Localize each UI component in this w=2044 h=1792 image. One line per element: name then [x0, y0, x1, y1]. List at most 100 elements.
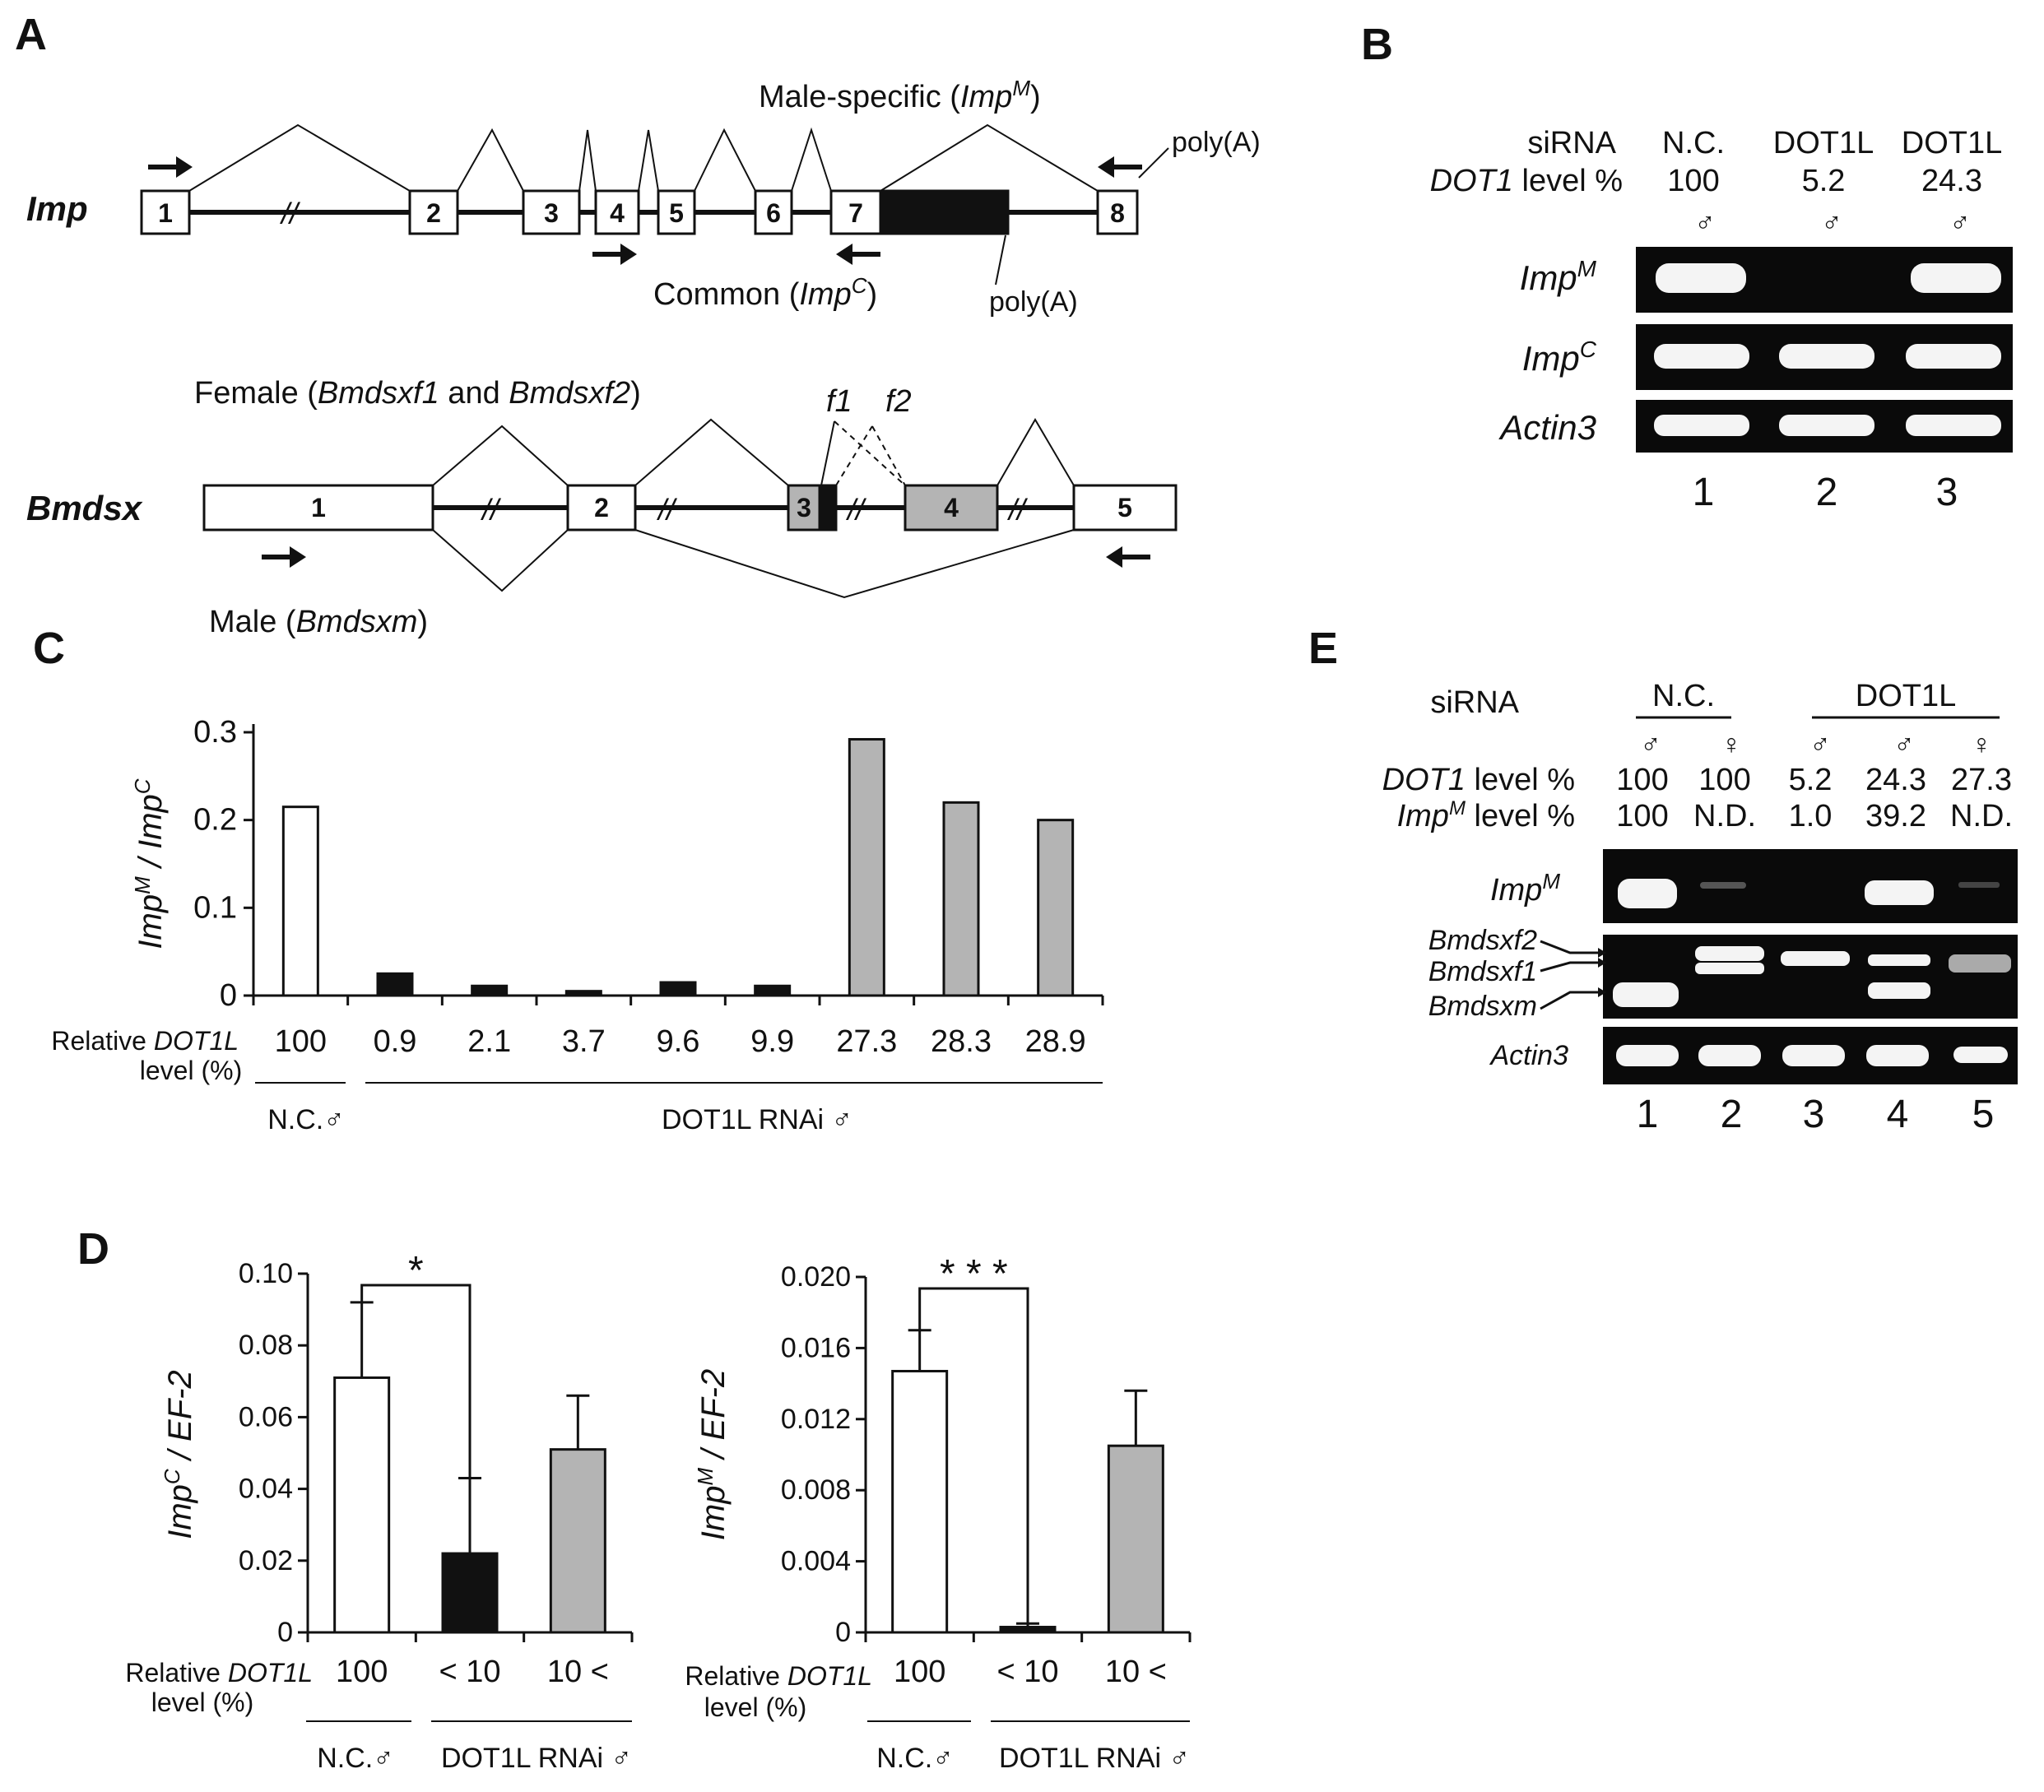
e-band-actin-5: [1953, 1047, 2008, 1063]
bmdsx-exon-5-num: 5: [1117, 493, 1132, 522]
bmdsx-exon-2: [566, 484, 637, 532]
b-band-actin-2: [1779, 415, 1874, 436]
c-x-tick-label: 28.9: [1025, 1024, 1086, 1059]
c-x-tick-label: 3.7: [562, 1024, 606, 1059]
imp-gene-label: Imp: [26, 189, 88, 228]
b-lane-2-sirna: DOT1L: [1773, 126, 1874, 160]
bmdsx-break-4: //: [1006, 493, 1029, 527]
e-band-impm-2: [1700, 882, 1746, 889]
panel-label-a: A: [15, 10, 47, 59]
polyA-bottom-label: poly(A): [989, 286, 1078, 318]
panel-label-c: C: [33, 624, 65, 673]
e-dot1-label: DOT1 level %: [1382, 763, 1575, 797]
dr-group-nc: N.C.♂: [876, 1743, 954, 1774]
f2-label: f2: [885, 384, 912, 419]
bmdsx-exon-4-num: 4: [944, 493, 959, 522]
e-band-f2-2: [1695, 946, 1764, 961]
e-lane-1-num: 1: [1637, 1093, 1659, 1136]
c-xlabel-line1: Relative DOT1L: [51, 1026, 239, 1056]
dl-xlabel-line1: Relative DOT1L: [125, 1658, 313, 1688]
e-lane-5-imp: N.D.: [1950, 799, 2013, 833]
dr-x-tick-label: 10 <: [1105, 1655, 1167, 1689]
e-lane-4-sex: ♂: [1893, 729, 1915, 760]
c-bar: [754, 984, 792, 997]
c-x-tick-label: 9.6: [657, 1024, 700, 1059]
bmdsx-primer-arrows: [262, 546, 1150, 568]
bmdsx-gene-label: Bmdsx: [26, 489, 143, 527]
c-x-tick-label: 2.1: [467, 1024, 511, 1059]
dl-y-tick-label: 0: [277, 1617, 293, 1648]
bmdsx-exon-1: [202, 484, 434, 532]
b-sirna-label: siRNA: [1527, 126, 1616, 160]
e-lane-3-sex: ♂: [1809, 729, 1831, 760]
e-lane-4-imp: 39.2: [1865, 799, 1926, 833]
imp-exon-3-num: 3: [544, 198, 559, 228]
b-band-actin-1: [1654, 415, 1749, 436]
b-band-impc-3: [1906, 344, 2001, 369]
e-gel: [1603, 849, 2018, 1084]
polyA-top-label: poly(A): [1172, 127, 1261, 158]
e-band-impm-4: [1865, 880, 1934, 905]
imp-exon-6-num: 6: [766, 198, 781, 228]
imp-exon-8-num: 8: [1110, 198, 1125, 228]
e-row-bmdsxf1: Bmdsxf1: [1428, 956, 1537, 987]
imp-exon-6: [754, 189, 793, 235]
e-lane-3-imp: 1.0: [1789, 799, 1833, 833]
e-band-m-4: [1868, 982, 1930, 999]
c-bar: [659, 981, 697, 997]
e-lane-2-imp: N.D.: [1693, 799, 1756, 833]
f1-label: f1: [826, 384, 852, 419]
dr-y-tick-label: 0.004: [781, 1546, 851, 1577]
dr-bar: [999, 1626, 1057, 1634]
e-lane-3-dot1: 5.2: [1789, 763, 1833, 797]
imp-exon-2-num: 2: [426, 198, 441, 228]
polyA-bottom-pointer: [995, 234, 1006, 286]
bmdsx-exon-5: [1072, 484, 1178, 532]
dr-sig-label: * * *: [940, 1252, 1008, 1296]
dl-y-axis-label: ImpC / EF-2: [160, 1370, 198, 1539]
e-lane-2-num: 2: [1721, 1093, 1743, 1136]
e-band-m-1: [1613, 982, 1679, 1007]
b-band-impm-1: [1656, 263, 1746, 293]
polyA-top-pointer: [1138, 147, 1169, 179]
c-group-nc: N.C.♂: [267, 1104, 345, 1135]
e-lane-4-num: 4: [1887, 1093, 1909, 1136]
dr-y-tick-label: 0.016: [781, 1332, 851, 1363]
e-lane-5-dot1: 27.3: [1951, 763, 2012, 797]
dl-x-tick-label: < 10: [439, 1655, 500, 1689]
c-y-tick-label: 0: [220, 978, 237, 1013]
dl-x-tick-label: 100: [336, 1655, 388, 1689]
panel-d-left-chart: 0 0.02 0.04 0.06 0.08 0.10 100 < 10 10 < * ImpC / …: [160, 1249, 634, 1689]
e-band-f2-3: [1781, 951, 1850, 966]
dr-x-tick-label: 100: [894, 1655, 945, 1689]
dr-bar: [1107, 1444, 1164, 1634]
e-row-impm: ImpM: [1490, 869, 1560, 908]
dr-xlabel-line2: level (%): [704, 1692, 806, 1722]
c-bar: [1037, 819, 1075, 997]
dr-y-tick-label: 0: [835, 1617, 851, 1648]
e-lane-5-sex: ♀: [1971, 729, 1992, 760]
imp-exon-3: [522, 189, 581, 235]
dr-y-tick-label: 0.020: [781, 1261, 851, 1293]
b-lane-headers: N.C. DOT1L DOT1L 100 5.2 24.3 ♂ ♂ ♂: [1662, 126, 2002, 239]
imp-male-exon-black: [879, 189, 1010, 235]
e-lane-3-num: 3: [1803, 1093, 1825, 1136]
c-bar: [564, 990, 602, 997]
dl-bar: [441, 1552, 499, 1634]
dl-y-tick-label: 0.02: [239, 1545, 293, 1576]
e-band-actin-3: [1782, 1045, 1845, 1066]
e-lane-1-dot1: 100: [1616, 763, 1668, 797]
imp-primer-arrows: [148, 156, 1142, 265]
b-row-actin3: Actin3: [1498, 408, 1596, 447]
imp-exon-4-num: 4: [610, 198, 625, 228]
dl-group-rnai: DOT1L RNAi ♂: [441, 1743, 632, 1774]
panel-label-e: E: [1308, 624, 1338, 673]
e-group-nc: N.C.: [1652, 679, 1715, 713]
dl-x-tick-label: 10 <: [547, 1655, 609, 1689]
e-lane-1-sex: ♂: [1640, 729, 1661, 760]
panel-c-chart: 0 0.1 0.2 0.3 100 0.9 2.1 3.7 9.6 9.9 27.3 28.3 28.9…: [130, 715, 1104, 1059]
imp-exon-4: [594, 189, 640, 235]
e-row-bmdsxf2: Bmdsxf2: [1428, 925, 1537, 956]
imp-exon-2: [408, 189, 459, 235]
